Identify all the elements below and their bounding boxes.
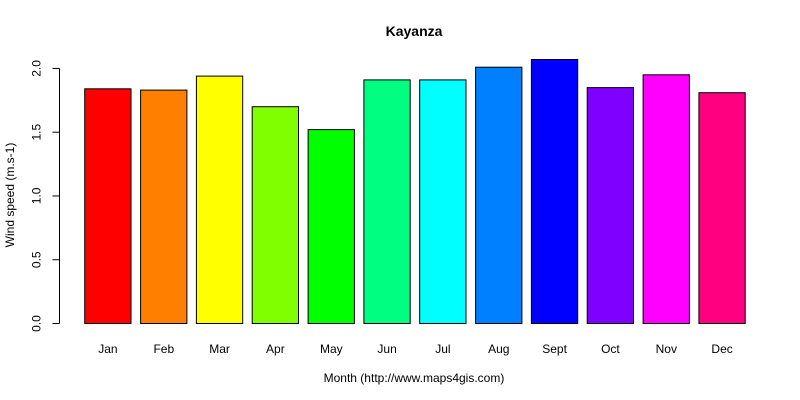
- x-tick-label: Oct: [601, 342, 620, 356]
- x-tick-label: Feb: [153, 342, 174, 356]
- bar-sept: [530, 59, 579, 324]
- x-tick-label: Apr: [266, 342, 285, 356]
- bars-group: [84, 59, 746, 325]
- x-tick-label: Mar: [209, 342, 230, 356]
- y-tick-label: 1.0: [30, 187, 44, 204]
- bar-aug: [475, 66, 523, 324]
- x-tick-label: May: [320, 342, 343, 356]
- x-tick-label: Jul: [435, 342, 450, 356]
- x-tick-label: Dec: [711, 342, 732, 356]
- x-tick-label: Sept: [542, 342, 567, 356]
- bar-jun: [363, 79, 411, 325]
- x-axis-label: Month (http://www.maps4gis.com): [324, 371, 505, 385]
- bar-nov: [642, 74, 690, 324]
- bar-oct: [586, 87, 635, 324]
- x-tick-label: Nov: [656, 342, 677, 356]
- bar-jul: [419, 79, 467, 325]
- x-tick-label: Jan: [98, 342, 117, 356]
- bar-feb: [140, 89, 188, 324]
- y-axis: 0.0 0.5 1.0 1.5 2.0: [30, 60, 60, 332]
- bar-mar: [195, 75, 244, 324]
- bar-dec: [698, 92, 746, 324]
- bar-apr: [251, 106, 299, 324]
- y-tick-label: 0.5: [30, 251, 44, 268]
- y-tick-label: 1.5: [30, 124, 44, 141]
- x-tick-label: Aug: [488, 342, 509, 356]
- x-tick-labels: Jan Feb Mar Apr May Jun Jul Aug Sept Oct Nov Dec: [98, 342, 733, 356]
- chart-title: Kayanza: [386, 23, 443, 39]
- y-axis-label: Wind speed (m.s-1): [3, 143, 17, 248]
- y-tick-label: 0.0: [30, 315, 44, 332]
- bar-jan: [84, 88, 132, 324]
- x-tick-label: Jun: [377, 342, 396, 356]
- y-tick-label: 2.0: [30, 60, 44, 77]
- bar-may: [307, 129, 355, 324]
